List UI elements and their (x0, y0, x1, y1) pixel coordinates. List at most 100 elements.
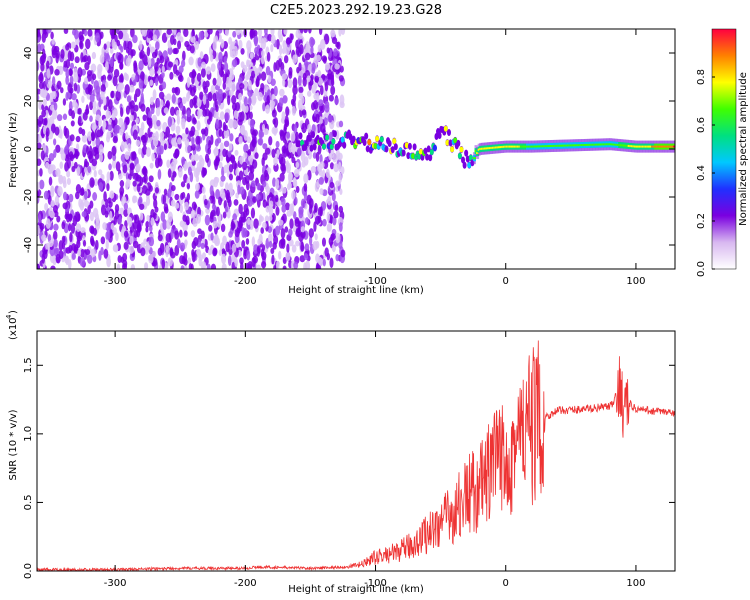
heatmap-noise-cell (228, 37, 233, 45)
heatmap-noise-cell (151, 114, 158, 125)
heatmap-signal-core (596, 143, 600, 146)
heatmap-noise-cell (157, 169, 162, 180)
heatmap-noise-cell (122, 33, 128, 42)
heatmap-signal-cell (418, 148, 423, 155)
heatmap-noise-cell (115, 161, 121, 172)
heatmap-noise-cell (278, 250, 282, 260)
heatmap-noise-cell (178, 74, 184, 83)
heatmap-noise-cell (277, 219, 284, 226)
heatmap-noise-cell (43, 117, 48, 126)
heatmap-noise-cell (95, 212, 100, 223)
heatmap-noise-cell (319, 161, 325, 169)
heatmap-noise-cell (125, 181, 129, 190)
heatmap-noise-cell (201, 166, 206, 178)
heatmap-signal-core (501, 145, 505, 148)
heatmap-signal-core (607, 143, 611, 146)
heatmap-noise-cell (304, 217, 310, 225)
heatmap-noise-cell (136, 222, 142, 233)
heatmap-signal-core (541, 145, 545, 148)
heatmap-noise-cell (204, 214, 211, 226)
heatmap-noise-cell (275, 178, 280, 190)
heatmap-signal-core (499, 146, 503, 149)
heatmap-noise-cell (116, 263, 121, 269)
heatmap-signal-halo (448, 139, 453, 147)
heatmap-noise-cell (91, 73, 97, 81)
heatmap-noise-cell (339, 188, 343, 195)
heatmap-noise-cell (114, 109, 118, 117)
heatmap-noise-cell (75, 211, 81, 223)
heatmap-noise-cell (100, 236, 106, 245)
heatmap-noise-cell (152, 136, 159, 147)
heatmap-noise-cell (303, 173, 309, 184)
heatmap-noise-cell (45, 218, 51, 230)
heatmap-noise-cell (295, 227, 301, 235)
heatmap-noise-cell (333, 163, 339, 173)
heatmap-noise-cell (282, 40, 287, 50)
heatmap-noise-cell (221, 253, 227, 265)
heatmap-noise-cell (71, 252, 76, 260)
snr-ticks: -300 -200 -100 0 100 0.0 0.5 1.0 1.5 (23, 331, 675, 589)
heatmap-noise-cell (223, 128, 230, 139)
heatmap-noise-cell (146, 29, 152, 39)
heatmap-noise-cell (173, 47, 179, 55)
heatmap-noise-cell (253, 218, 259, 229)
heatmap-noise-cell (231, 253, 236, 263)
heatmap-noise-cell (63, 145, 69, 155)
heatmap-noise-cell (324, 104, 330, 113)
heatmap-noise-cell (227, 255, 232, 266)
heatmap-noise-cell (222, 148, 227, 158)
heatmap-noise-cell (122, 259, 128, 268)
heatmap-noise-cell (304, 52, 311, 61)
heatmap-noise-cell (89, 225, 95, 234)
heatmap-noise-cell (318, 176, 324, 185)
heatmap-noise-cell (125, 73, 129, 82)
snr-xtick-label: 0 (503, 578, 509, 589)
heatmap-noise-cell (196, 213, 202, 224)
heatmap-noise-cell (291, 190, 296, 200)
heatmap-signal-core (508, 145, 512, 148)
heatmap-noise-cell (267, 75, 272, 83)
heatmap-noise-cell (40, 62, 45, 72)
snr-panel: -300 -200 -100 0 100 0.0 0.5 1.0 1.5 Height of s… (5, 310, 676, 595)
heatmap-noise-cell (138, 147, 142, 155)
heatmap-noise-cell (163, 107, 169, 114)
heatmap-noise-cell (264, 215, 270, 224)
heatmap-noise-cell (256, 245, 261, 254)
heatmap-signal-core (619, 144, 623, 147)
heatmap-noise-cell (311, 62, 316, 71)
heatmap-noise-cell (187, 144, 191, 154)
heatmap-noise-cell (245, 238, 250, 245)
heatmap-noise-cell (151, 250, 157, 258)
heatmap-signal-core (618, 144, 622, 147)
heatmap-noise-cell (315, 113, 320, 124)
heatmap-signal-halo (332, 130, 337, 138)
heatmap-noise-cell (37, 43, 41, 54)
heatmap-noise-cell (40, 54, 46, 64)
heatmap-noise-cell (197, 109, 202, 118)
heatmap-noise-cell (258, 34, 263, 44)
heatmap-noise-cell (98, 144, 104, 156)
heatmap-noise-cell (175, 125, 181, 135)
heatmap-noise-cell (208, 224, 213, 232)
heatmap-noise-cell (140, 103, 146, 112)
heatmap-noise-cell (286, 243, 290, 254)
heatmap-signal-core (472, 157, 476, 160)
heatmap-noise-cell (89, 115, 93, 122)
heatmap-noise-cell (167, 168, 172, 178)
heatmap-noise-cell (72, 100, 77, 108)
heatmap-signal-core (521, 145, 525, 148)
heatmap-signal-core (519, 145, 523, 148)
heatmap-noise-cell (45, 127, 50, 137)
heatmap-noise-cell (115, 29, 120, 34)
heatmap-noise-cell (214, 35, 219, 43)
heatmap-noise-cell (106, 171, 111, 182)
heatmap-noise-cell (71, 110, 76, 120)
heatmap-noise-cell (83, 77, 89, 85)
heatmap-noise-cell (154, 77, 159, 87)
heatmap-noise-cell (62, 202, 68, 210)
heatmap-noise-cell (150, 46, 155, 54)
heatmap-noise-cell (213, 109, 219, 119)
heatmap-noise-cell (161, 71, 165, 79)
colorbar-tick-label: 0.2 (696, 213, 707, 229)
heatmap-signal-core (537, 145, 541, 148)
